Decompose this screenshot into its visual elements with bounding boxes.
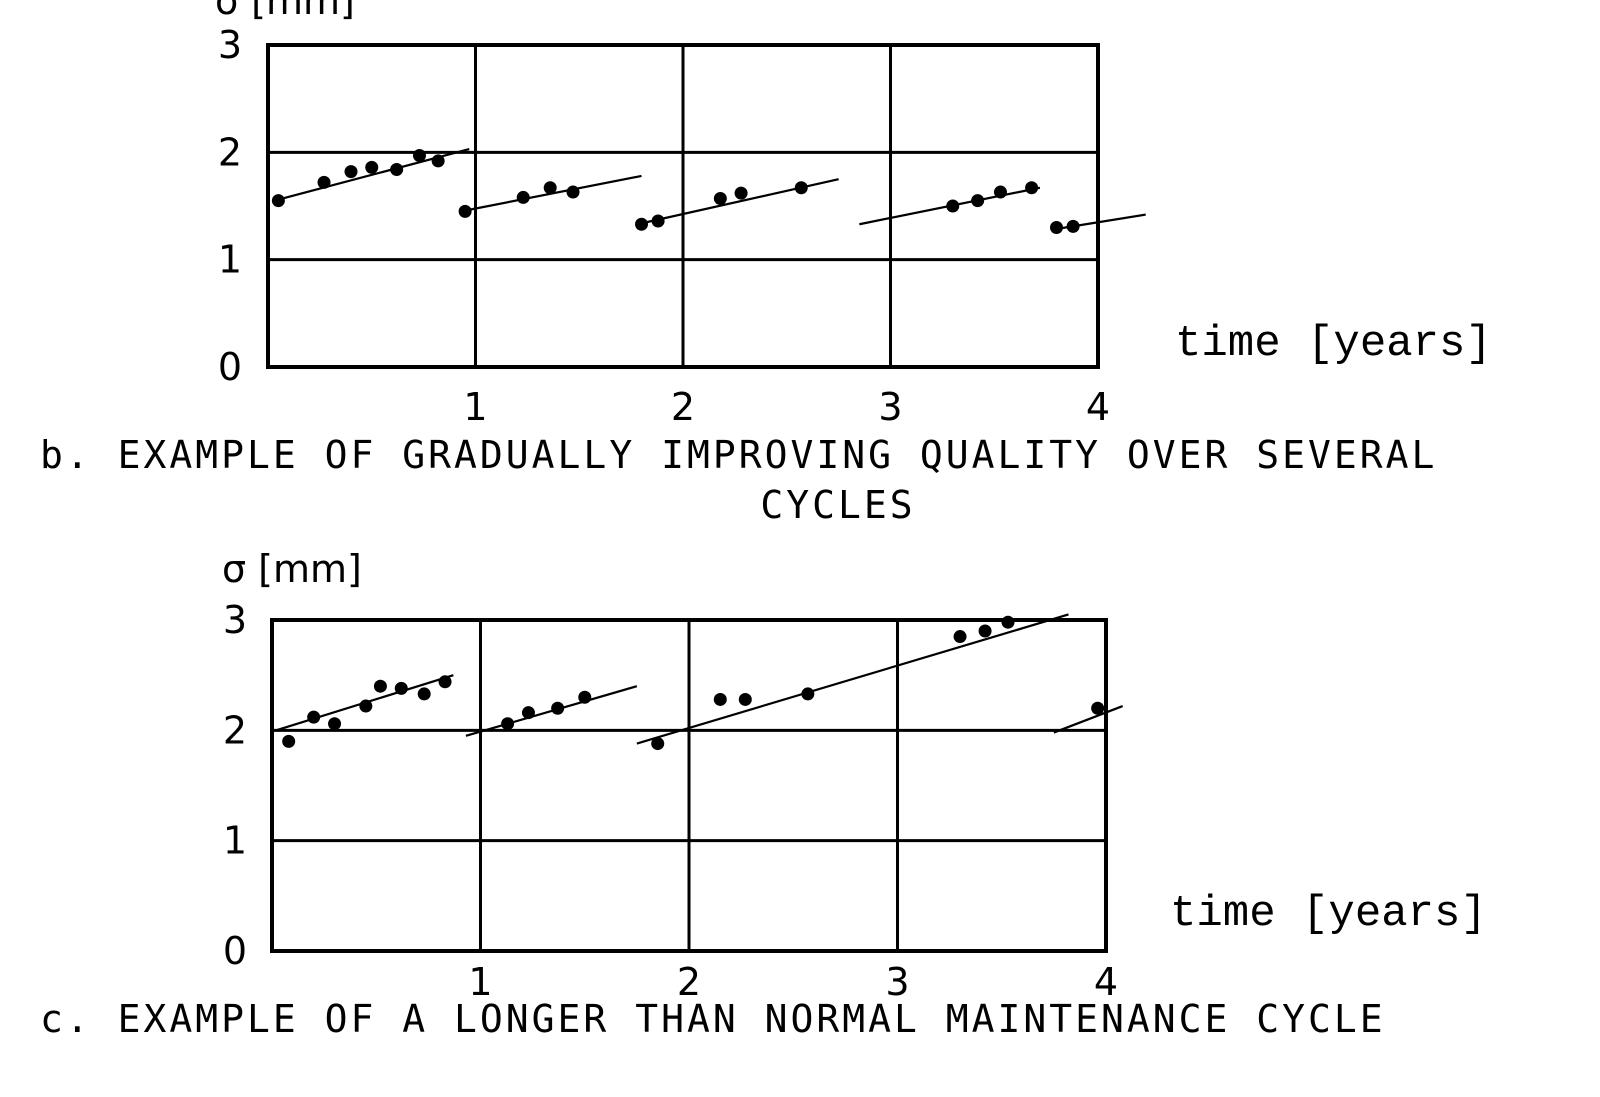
data-point [282, 734, 296, 748]
x-tick-label: 1 [463, 385, 487, 429]
plot-frame [270, 618, 1108, 953]
data-point [394, 681, 408, 695]
data-point [651, 737, 665, 751]
data-point [801, 687, 815, 701]
data-point [317, 175, 331, 189]
x-tick-label: 3 [878, 385, 902, 429]
data-point [946, 199, 960, 213]
trend-line [465, 685, 638, 737]
data-point [412, 149, 426, 163]
chart-panel-c: σ [mm] 1 2 3 4 0 1 2 3 time [years] c. EXAMPLE … [40, 547, 1487, 1041]
y-tick-label: 3 [223, 598, 247, 642]
data-point [993, 185, 1007, 199]
data-point [578, 690, 592, 704]
data-point [328, 717, 342, 731]
y-tick-label: 1 [223, 819, 247, 863]
caption-line-1: b. EXAMPLE OF GRADUALLY IMPROVING QUALIT… [40, 433, 1437, 477]
data-point [635, 217, 648, 231]
x-axis-label: time [years] [1175, 319, 1492, 369]
y-tick-label: 2 [218, 130, 242, 174]
y-tick-label: 1 [218, 238, 242, 282]
data-point [365, 160, 379, 174]
data-point [738, 692, 752, 706]
data-point [734, 186, 748, 200]
caption-line-2: CYCLES [760, 483, 915, 527]
data-point [344, 165, 358, 179]
data-point [359, 699, 373, 713]
data-point [307, 710, 321, 724]
data-point [551, 701, 565, 715]
data-point [566, 185, 580, 199]
trend-line [636, 613, 1069, 745]
data-point [516, 190, 530, 204]
x-tick-label: 4 [1094, 960, 1118, 1004]
plot-frame [266, 43, 1100, 369]
data-point [1091, 701, 1105, 715]
x-tick-label: 2 [677, 960, 701, 1004]
data-point [971, 194, 985, 208]
data-point [458, 204, 472, 218]
data-point [1050, 220, 1063, 234]
data-point [417, 687, 431, 701]
x-tick-label: 1 [468, 960, 492, 1004]
x-tick-label: 3 [885, 960, 909, 1004]
data-point [431, 154, 445, 168]
chart-panel-b: σ [mm] 1 2 3 4 0 1 2 3 time [years] b. EXAMPLE … [40, 0, 1492, 527]
trend-line [637, 178, 839, 226]
data-point [390, 163, 404, 177]
x-axis-label: time [years] [1170, 889, 1487, 939]
data-point [651, 214, 665, 228]
y-tick-label: 2 [223, 708, 247, 752]
data-point [373, 679, 387, 693]
data-point [713, 692, 727, 706]
data-point [1066, 219, 1080, 233]
x-tick-label: 2 [671, 385, 695, 429]
data-point [978, 624, 992, 638]
trend-line [1053, 705, 1124, 734]
data-point [438, 675, 452, 689]
data-point [1025, 181, 1039, 195]
data-point [794, 181, 808, 195]
x-tick-label: 4 [1086, 385, 1110, 429]
data-point [521, 706, 535, 720]
y-axis-label: σ [mm] [222, 547, 362, 591]
data-point [713, 191, 727, 205]
data-point [953, 630, 967, 644]
data-point [543, 181, 557, 195]
y-tick-label: 3 [218, 23, 242, 67]
data-point [501, 717, 515, 731]
y-tick-label: 0 [218, 345, 242, 389]
data-point [1001, 615, 1015, 629]
y-tick-label: 0 [223, 929, 247, 973]
y-axis-label: σ [mm] [215, 0, 355, 23]
caption-line-1: c. EXAMPLE OF A LONGER THAN NORMAL MAINT… [40, 997, 1386, 1041]
data-point [271, 194, 285, 208]
